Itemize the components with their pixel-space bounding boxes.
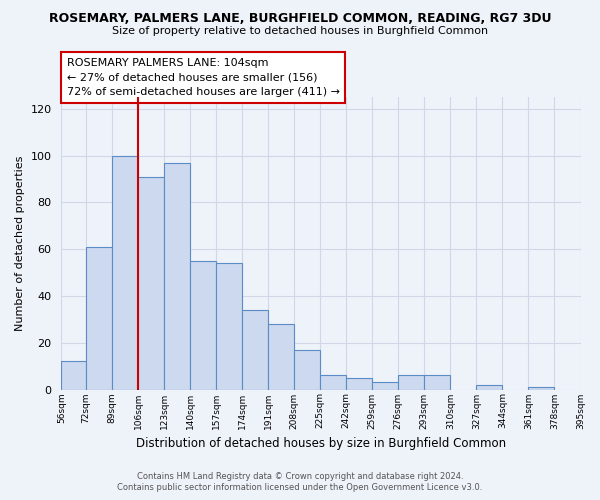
Bar <box>164 162 190 390</box>
X-axis label: Distribution of detached houses by size in Burghfield Common: Distribution of detached houses by size … <box>136 437 506 450</box>
Bar <box>476 385 502 390</box>
Y-axis label: Number of detached properties: Number of detached properties <box>15 156 25 331</box>
Bar <box>346 378 372 390</box>
Bar <box>529 387 554 390</box>
Bar <box>294 350 320 390</box>
Text: ROSEMARY PALMERS LANE: 104sqm
← 27% of detached houses are smaller (156)
72% of : ROSEMARY PALMERS LANE: 104sqm ← 27% of d… <box>67 58 340 97</box>
Bar <box>398 376 424 390</box>
Bar <box>320 376 346 390</box>
Bar <box>112 156 138 390</box>
Text: ROSEMARY, PALMERS LANE, BURGHFIELD COMMON, READING, RG7 3DU: ROSEMARY, PALMERS LANE, BURGHFIELD COMMO… <box>49 12 551 26</box>
Bar <box>268 324 294 390</box>
Bar <box>138 176 164 390</box>
Bar <box>86 247 112 390</box>
Bar <box>424 376 451 390</box>
Bar <box>190 261 216 390</box>
Bar <box>242 310 268 390</box>
Bar <box>372 382 398 390</box>
Text: Size of property relative to detached houses in Burghfield Common: Size of property relative to detached ho… <box>112 26 488 36</box>
Text: Contains HM Land Registry data © Crown copyright and database right 2024.
Contai: Contains HM Land Registry data © Crown c… <box>118 472 482 492</box>
Bar <box>216 263 242 390</box>
Bar <box>61 362 86 390</box>
